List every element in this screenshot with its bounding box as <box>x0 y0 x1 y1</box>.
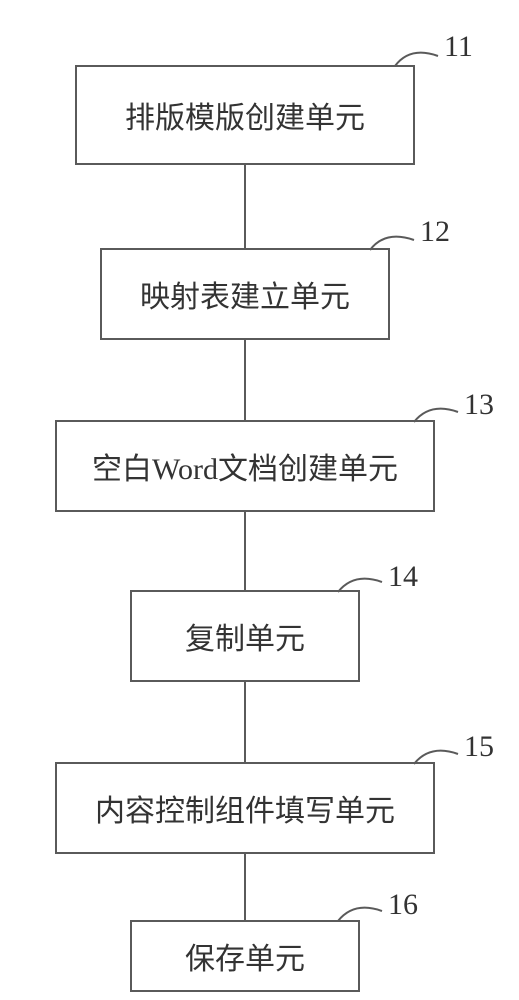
connector <box>244 340 246 420</box>
flow-node-number: 13 <box>464 388 494 422</box>
flow-node-n6: 保存单元 <box>130 920 360 992</box>
flow-node-label: 保存单元 <box>185 934 305 978</box>
flow-node-number: 16 <box>388 888 418 922</box>
connector <box>244 854 246 920</box>
connector <box>244 682 246 762</box>
flow-node-number: 15 <box>464 730 494 764</box>
flow-node-label: 复制单元 <box>185 614 305 658</box>
flow-node-label: 空白Word文档创建单元 <box>92 444 398 488</box>
flow-node-n1: 排版模版创建单元 <box>75 65 415 165</box>
flow-node-n4: 复制单元 <box>130 590 360 682</box>
connector <box>244 512 246 590</box>
flow-node-label: 排版模版创建单元 <box>125 93 365 137</box>
connector <box>244 165 246 248</box>
flow-node-number: 12 <box>420 215 450 249</box>
flow-node-number: 14 <box>388 560 418 594</box>
flow-node-label: 内容控制组件填写单元 <box>95 786 395 830</box>
flow-node-n3: 空白Word文档创建单元 <box>55 420 435 512</box>
flow-node-number: 11 <box>444 30 473 64</box>
flow-node-label: 映射表建立单元 <box>140 272 350 316</box>
flowchart-canvas: 排版模版创建单元 11 映射表建立单元 12 空白Word文档创建单元 13 复制单元 14 内… <box>0 0 519 1000</box>
flow-node-n2: 映射表建立单元 <box>100 248 390 340</box>
flow-node-n5: 内容控制组件填写单元 <box>55 762 435 854</box>
